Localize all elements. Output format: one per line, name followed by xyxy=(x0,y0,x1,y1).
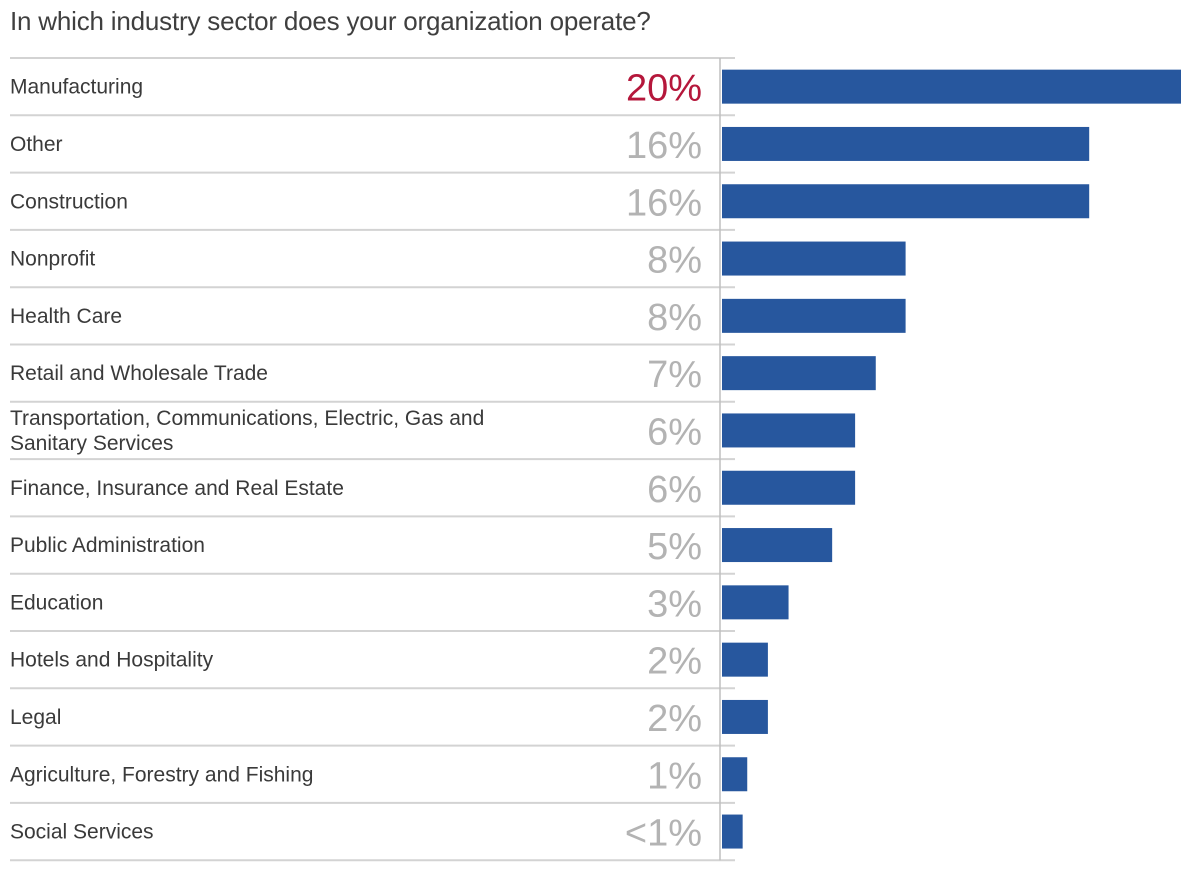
value-label: 16% xyxy=(626,125,702,167)
value-label: 3% xyxy=(647,583,702,625)
category-label: Public Administration xyxy=(10,534,205,557)
category-label: Retail and Wholesale Trade xyxy=(10,362,268,385)
category-label: Finance, Insurance and Real Estate xyxy=(10,477,344,500)
bar xyxy=(722,757,748,792)
bar xyxy=(722,470,856,505)
value-label: 2% xyxy=(647,641,702,683)
bar xyxy=(722,413,856,448)
bar xyxy=(722,356,876,391)
category-label: Health Care xyxy=(10,305,122,328)
value-label: 20% xyxy=(626,68,702,110)
category-label: Nonprofit xyxy=(10,248,95,271)
value-label: 6% xyxy=(647,469,702,511)
category-label: Education xyxy=(10,591,103,614)
bar xyxy=(722,298,906,333)
bar xyxy=(722,814,743,849)
bar xyxy=(722,585,789,620)
value-label: <1% xyxy=(625,813,702,855)
bar xyxy=(722,184,1090,219)
category-label: Transportation, Communications, Electric… xyxy=(10,407,484,455)
value-label: 16% xyxy=(626,182,702,224)
bar xyxy=(722,69,1181,104)
category-label: Social Services xyxy=(10,821,154,844)
value-label: 8% xyxy=(647,297,702,339)
value-label: 2% xyxy=(647,698,702,740)
category-label: Other xyxy=(10,133,63,156)
bar xyxy=(722,642,768,677)
category-label: Manufacturing xyxy=(10,76,143,99)
category-label: Construction xyxy=(10,190,128,213)
category-label: Agriculture, Forestry and Fishing xyxy=(10,763,313,786)
bar xyxy=(722,241,906,276)
value-label: 8% xyxy=(647,240,702,282)
bar xyxy=(722,528,833,563)
value-label: 6% xyxy=(647,411,702,453)
category-label: Legal xyxy=(10,706,61,729)
category-label: Hotels and Hospitality xyxy=(10,649,214,672)
bar xyxy=(722,126,1090,161)
value-label: 7% xyxy=(647,354,702,396)
value-label: 1% xyxy=(647,755,702,797)
chart-title: In which industry sector does your organ… xyxy=(10,6,651,36)
bar xyxy=(722,699,768,734)
value-label: 5% xyxy=(647,526,702,568)
